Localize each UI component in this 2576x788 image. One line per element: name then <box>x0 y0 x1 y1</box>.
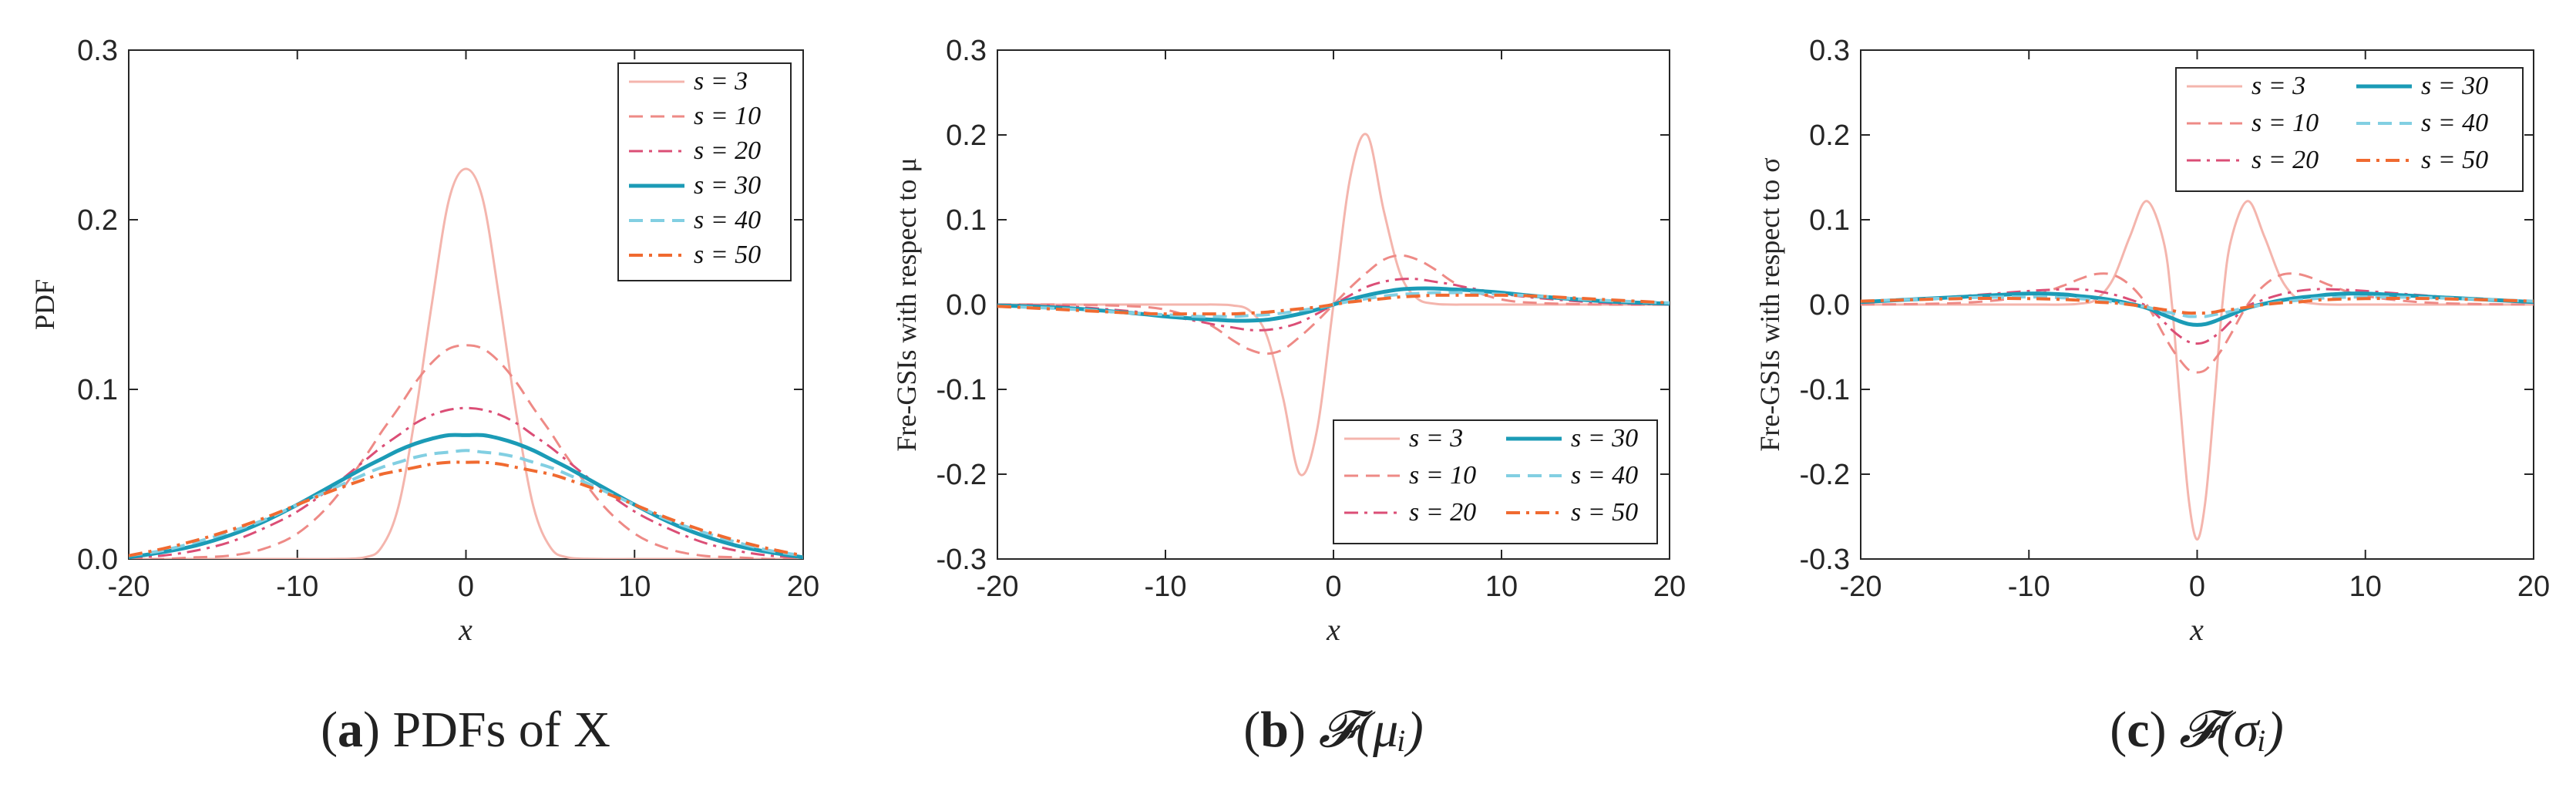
caption-b-label: b <box>1260 702 1289 758</box>
y-tick-label-b-3: 0.0 <box>946 289 987 322</box>
legend-label-b-2: s = 20 <box>1409 498 1476 527</box>
y-tick-label-c-4: 0.1 <box>1809 204 1850 237</box>
legend-label-c-2: s = 20 <box>2251 146 2319 174</box>
series-line-c-s20 <box>1861 288 2534 345</box>
y-tick-label-b-4: 0.1 <box>946 204 987 237</box>
x-tick-label-a-1: -10 <box>276 571 318 603</box>
series-line-a-s30 <box>129 433 803 559</box>
legend-c: s = 3 s = 10 s = 20 s = 30 s = 40 s = 50 <box>2175 67 2524 192</box>
legend-label-c-3: s = 30 <box>2421 72 2488 100</box>
legend-label-a-3: s = 30 <box>694 171 761 200</box>
y-tick-label-c-1: -0.2 <box>1800 459 1850 491</box>
y-tick-label-a-2: 0.2 <box>77 204 118 237</box>
panel-a: -20 -10 0 10 20 0.0 0.1 0.2 0.3 x PDF s = 3 s = 1… <box>29 35 819 647</box>
legend-label-a-1: s = 10 <box>694 102 761 130</box>
series-line-a-s50 <box>129 460 803 557</box>
y-tick-label-b-0: -0.3 <box>937 544 987 576</box>
series-line-b-s40 <box>997 291 1670 318</box>
series-line-c-s3 <box>1861 200 2534 541</box>
series-line-c-s10 <box>1861 272 2534 374</box>
legend-label-a-2: s = 20 <box>694 136 761 165</box>
legend-label-a-4: s = 40 <box>694 206 761 234</box>
series-line-c-s30 <box>1861 291 2534 327</box>
ticks-a: -20 -10 0 10 20 0.0 0.1 0.2 0.3 <box>77 35 819 603</box>
series-lines-a <box>129 167 803 559</box>
series-line-b-s50 <box>997 293 1670 316</box>
series-line-a-s40 <box>129 449 803 557</box>
y-tick-label-c-6: 0.3 <box>1809 35 1850 67</box>
x-tick-label-c-4: 20 <box>2517 571 2550 603</box>
y-axis-label-b: Fre-GSIs with respect to μ <box>891 157 922 451</box>
x-axis-label-b: x <box>1326 612 1340 647</box>
panel-b: -20 -10 0 10 20 -0.3 -0.2 -0.1 0.0 0.1 0.2 0.3 x Fr… <box>891 35 1686 647</box>
legend-label-a-5: s = 50 <box>694 241 761 269</box>
x-axis-label-c: x <box>2189 612 2204 647</box>
legend-label-c-0: s = 3 <box>2251 72 2305 100</box>
y-tick-label-c-2: -0.1 <box>1800 374 1850 406</box>
x-tick-label-b-0: -20 <box>977 571 1019 603</box>
y-tick-label-c-3: 0.0 <box>1809 289 1850 322</box>
legend-label-c-5: s = 50 <box>2421 146 2488 174</box>
caption-a: (a) PDFs of X <box>321 702 610 758</box>
caption-c: (c) 𝓕(σᵢ) <box>2110 702 2283 758</box>
x-tick-label-a-2: 0 <box>458 571 474 603</box>
ticks-c: -20 -10 0 10 20 -0.3 -0.2 -0.1 0.0 0.1 0.2 0.3 <box>1800 35 2551 603</box>
y-tick-label-b-5: 0.2 <box>946 120 987 152</box>
x-tick-label-a-3: 10 <box>618 571 651 603</box>
legend-label-c-1: s = 10 <box>2251 109 2319 137</box>
y-tick-label-b-1: -0.2 <box>937 459 987 491</box>
legend-a: s = 3 s = 10 s = 20 s = 30 s = 40 s = 50 <box>617 62 792 281</box>
legend-b: s = 3 s = 10 s = 20 s = 30 s = 40 s = 50 <box>1333 419 1658 544</box>
caption-b-text: 𝓕(μᵢ) <box>1318 702 1423 758</box>
y-tick-label-b-2: -0.1 <box>937 374 987 406</box>
x-tick-label-c-2: 0 <box>2189 571 2205 603</box>
legend-label-c-4: s = 40 <box>2421 109 2488 137</box>
legend-box-c <box>2175 67 2524 192</box>
series-lines-c <box>1861 200 2534 541</box>
x-axis-label-a: x <box>458 612 472 647</box>
y-tick-label-a-3: 0.3 <box>77 35 118 67</box>
legend-label-b-1: s = 10 <box>1409 461 1476 490</box>
series-line-c-s50 <box>1861 296 2534 315</box>
x-tick-label-b-1: -10 <box>1145 571 1187 603</box>
series-lines-b <box>997 133 1670 477</box>
caption-b: (b) 𝓕(μᵢ) <box>1243 702 1423 758</box>
legend-box-b <box>1333 419 1658 544</box>
legend-label-b-0: s = 3 <box>1409 424 1463 453</box>
x-tick-label-c-1: -10 <box>2008 571 2050 603</box>
y-tick-label-a-0: 0.0 <box>77 544 118 576</box>
caption-a-text: PDFs of X <box>393 702 610 758</box>
ticks-b: -20 -10 0 10 20 -0.3 -0.2 -0.1 0.0 0.1 0.2 0.3 <box>937 35 1687 603</box>
legend-label-a-0: s = 3 <box>694 67 748 96</box>
y-tick-label-a-1: 0.1 <box>77 374 118 406</box>
legend-box-a <box>617 62 792 281</box>
x-tick-label-c-0: -20 <box>1840 571 1882 603</box>
series-line-a-s10 <box>129 344 803 559</box>
caption-c-text: 𝓕(σᵢ) <box>2179 702 2284 758</box>
series-line-a-s20 <box>129 406 803 559</box>
caption-c-label: c <box>2127 702 2149 758</box>
x-tick-label-a-0: -20 <box>108 571 150 603</box>
x-tick-label-b-4: 20 <box>1653 571 1686 603</box>
y-tick-label-c-0: -0.3 <box>1800 544 1850 576</box>
panel-c: -20 -10 0 10 20 -0.3 -0.2 -0.1 0.0 0.1 0.2 0.3 x Fr… <box>1754 35 2550 647</box>
x-tick-label-b-2: 0 <box>1325 571 1341 603</box>
y-axis-label-c: Fre-GSIs with respect to σ <box>1754 157 1785 451</box>
series-line-c-s40 <box>1861 295 2534 318</box>
x-tick-label-c-3: 10 <box>2349 571 2382 603</box>
x-tick-label-b-3: 10 <box>1485 571 1518 603</box>
x-tick-label-a-4: 20 <box>787 571 819 603</box>
legend-label-b-3: s = 30 <box>1571 424 1638 453</box>
y-tick-label-b-6: 0.3 <box>946 35 987 67</box>
y-tick-label-c-5: 0.2 <box>1809 120 1850 152</box>
series-line-a-s3 <box>129 167 803 559</box>
legend-label-b-4: s = 40 <box>1571 461 1638 490</box>
caption-a-label: a <box>338 702 363 758</box>
legend-label-b-5: s = 50 <box>1571 498 1638 527</box>
y-axis-label-a: PDF <box>29 279 60 330</box>
